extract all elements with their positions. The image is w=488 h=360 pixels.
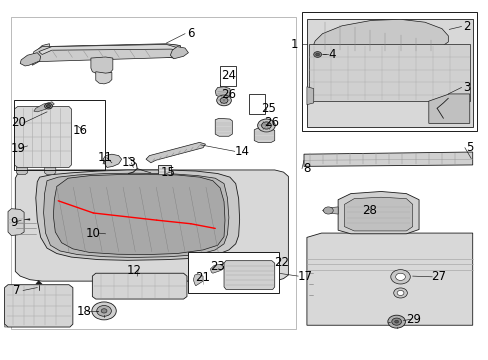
Text: 28: 28 <box>362 204 377 217</box>
Circle shape <box>323 207 332 214</box>
Polygon shape <box>322 207 337 214</box>
Text: 13: 13 <box>122 156 136 169</box>
Bar <box>14 100 104 170</box>
Polygon shape <box>92 273 186 299</box>
Polygon shape <box>53 174 224 255</box>
Text: 27: 27 <box>430 270 445 283</box>
Polygon shape <box>306 233 472 325</box>
Circle shape <box>387 315 405 328</box>
Polygon shape <box>20 53 41 66</box>
Text: 9: 9 <box>10 216 18 229</box>
Polygon shape <box>32 44 181 62</box>
Bar <box>302 12 476 131</box>
Circle shape <box>220 98 227 103</box>
Polygon shape <box>308 44 469 101</box>
Polygon shape <box>96 72 112 84</box>
Polygon shape <box>337 192 418 234</box>
Text: 23: 23 <box>210 260 225 273</box>
Polygon shape <box>69 230 175 238</box>
Text: 26: 26 <box>264 116 279 129</box>
Text: 22: 22 <box>273 256 288 269</box>
Circle shape <box>216 95 231 106</box>
Circle shape <box>393 288 407 298</box>
Polygon shape <box>103 154 122 167</box>
Bar <box>249 94 264 114</box>
Circle shape <box>97 306 111 316</box>
Text: 12: 12 <box>126 264 141 277</box>
Polygon shape <box>31 44 49 65</box>
Polygon shape <box>43 173 228 257</box>
Text: 10: 10 <box>86 227 101 240</box>
Polygon shape <box>8 209 24 235</box>
Circle shape <box>390 270 409 284</box>
Circle shape <box>395 273 405 280</box>
Text: 25: 25 <box>261 103 276 116</box>
Polygon shape <box>36 280 42 284</box>
Polygon shape <box>215 118 232 136</box>
Polygon shape <box>428 94 469 123</box>
Polygon shape <box>91 57 113 74</box>
Text: 7: 7 <box>13 284 20 297</box>
Text: 14: 14 <box>234 145 249 158</box>
Circle shape <box>92 302 116 320</box>
Circle shape <box>46 105 50 108</box>
Circle shape <box>315 53 319 56</box>
Text: 8: 8 <box>303 162 310 175</box>
Bar <box>158 165 171 178</box>
Polygon shape <box>14 107 71 167</box>
Text: 26: 26 <box>221 88 236 101</box>
Polygon shape <box>224 261 274 289</box>
Text: 6: 6 <box>186 27 194 40</box>
Text: 15: 15 <box>160 166 175 179</box>
Text: 19: 19 <box>10 142 25 155</box>
Polygon shape <box>158 44 181 58</box>
Circle shape <box>394 320 398 323</box>
Polygon shape <box>34 102 54 112</box>
Polygon shape <box>344 197 412 231</box>
Circle shape <box>101 309 107 313</box>
Bar <box>188 252 278 293</box>
Text: 20: 20 <box>11 116 26 129</box>
Text: 11: 11 <box>97 151 112 164</box>
Polygon shape <box>4 285 73 327</box>
Polygon shape <box>39 44 181 54</box>
Text: 3: 3 <box>462 81 469 94</box>
Polygon shape <box>254 128 274 142</box>
Circle shape <box>391 318 401 325</box>
Polygon shape <box>36 170 239 260</box>
Polygon shape <box>24 219 30 220</box>
Polygon shape <box>215 87 230 98</box>
Polygon shape <box>146 142 205 163</box>
Polygon shape <box>170 46 188 59</box>
Circle shape <box>396 291 403 296</box>
Polygon shape <box>44 167 56 175</box>
Text: 21: 21 <box>194 271 209 284</box>
Polygon shape <box>306 87 313 105</box>
Text: 29: 29 <box>406 313 421 327</box>
Text: 24: 24 <box>221 69 236 82</box>
Circle shape <box>44 103 52 109</box>
Polygon shape <box>313 19 447 52</box>
Text: 2: 2 <box>462 20 469 33</box>
Polygon shape <box>306 19 472 127</box>
Circle shape <box>261 122 271 129</box>
Polygon shape <box>210 264 224 273</box>
Text: 1: 1 <box>290 38 298 51</box>
Circle shape <box>313 51 321 57</box>
Bar <box>220 66 235 86</box>
Text: 4: 4 <box>328 48 335 61</box>
Text: 16: 16 <box>73 124 88 137</box>
Polygon shape <box>4 324 8 327</box>
Polygon shape <box>15 170 288 281</box>
Bar <box>11 17 295 329</box>
Text: 18: 18 <box>76 306 91 319</box>
Text: 5: 5 <box>466 140 473 153</box>
Polygon shape <box>304 152 472 166</box>
Text: 17: 17 <box>298 270 312 283</box>
Circle shape <box>257 119 275 132</box>
Polygon shape <box>193 274 203 286</box>
Polygon shape <box>16 167 27 175</box>
